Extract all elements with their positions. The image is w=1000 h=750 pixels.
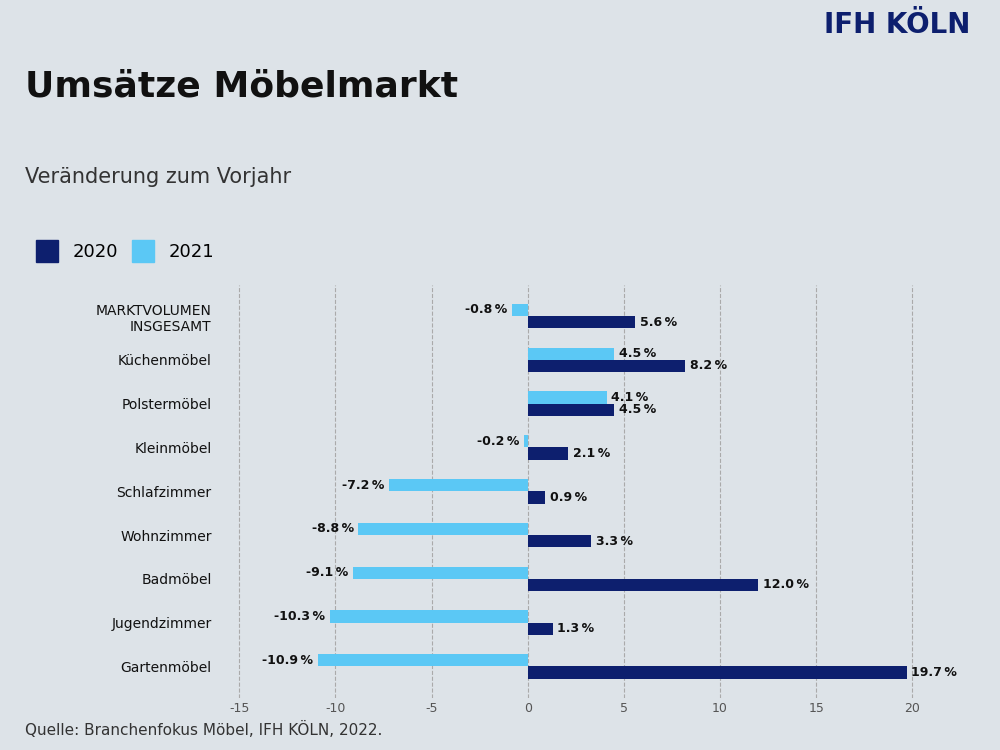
Bar: [528, 316, 635, 328]
Text: 4.5 %: 4.5 %: [619, 347, 656, 360]
Bar: [330, 610, 528, 622]
Text: Quelle: Branchenfokus Möbel, IFH KÖLN, 2022.: Quelle: Branchenfokus Möbel, IFH KÖLN, 2…: [25, 721, 382, 738]
Text: 4.5 %: 4.5 %: [619, 404, 656, 416]
Text: Veränderung zum Vorjahr: Veränderung zum Vorjahr: [25, 167, 291, 187]
Bar: [512, 304, 528, 316]
Text: -8.8 %: -8.8 %: [312, 523, 354, 536]
Text: Umsätze Möbelmarkt: Umsätze Möbelmarkt: [25, 70, 458, 104]
Bar: [528, 404, 614, 416]
Text: 0.9 %: 0.9 %: [550, 491, 587, 504]
Text: -0.8 %: -0.8 %: [465, 304, 507, 316]
Text: 8.2 %: 8.2 %: [690, 359, 727, 373]
Bar: [528, 579, 758, 591]
Bar: [528, 448, 568, 460]
Bar: [318, 654, 528, 667]
Text: 4.1 %: 4.1 %: [611, 391, 649, 404]
Text: 2.1 %: 2.1 %: [573, 447, 610, 460]
Bar: [528, 347, 614, 360]
Legend: 2020, 2021: 2020, 2021: [29, 233, 221, 269]
Bar: [528, 392, 607, 404]
Bar: [524, 435, 528, 448]
Bar: [528, 491, 545, 503]
Bar: [528, 622, 553, 635]
Text: 1.3 %: 1.3 %: [557, 622, 595, 635]
Text: -0.2 %: -0.2 %: [477, 435, 519, 448]
Text: 19.7 %: 19.7 %: [911, 666, 957, 679]
Text: -10.3 %: -10.3 %: [274, 610, 325, 623]
Text: -10.9 %: -10.9 %: [262, 654, 313, 667]
Bar: [528, 360, 685, 372]
Text: IFH KÖLN: IFH KÖLN: [824, 10, 970, 39]
Bar: [528, 535, 591, 548]
Text: -7.2 %: -7.2 %: [342, 478, 384, 491]
Bar: [358, 523, 528, 535]
Bar: [353, 566, 528, 579]
Text: 12.0 %: 12.0 %: [763, 578, 809, 592]
Bar: [528, 667, 907, 679]
Text: 3.3 %: 3.3 %: [596, 535, 633, 548]
Bar: [389, 479, 528, 491]
Text: 5.6 %: 5.6 %: [640, 316, 677, 328]
Text: -9.1 %: -9.1 %: [306, 566, 348, 579]
